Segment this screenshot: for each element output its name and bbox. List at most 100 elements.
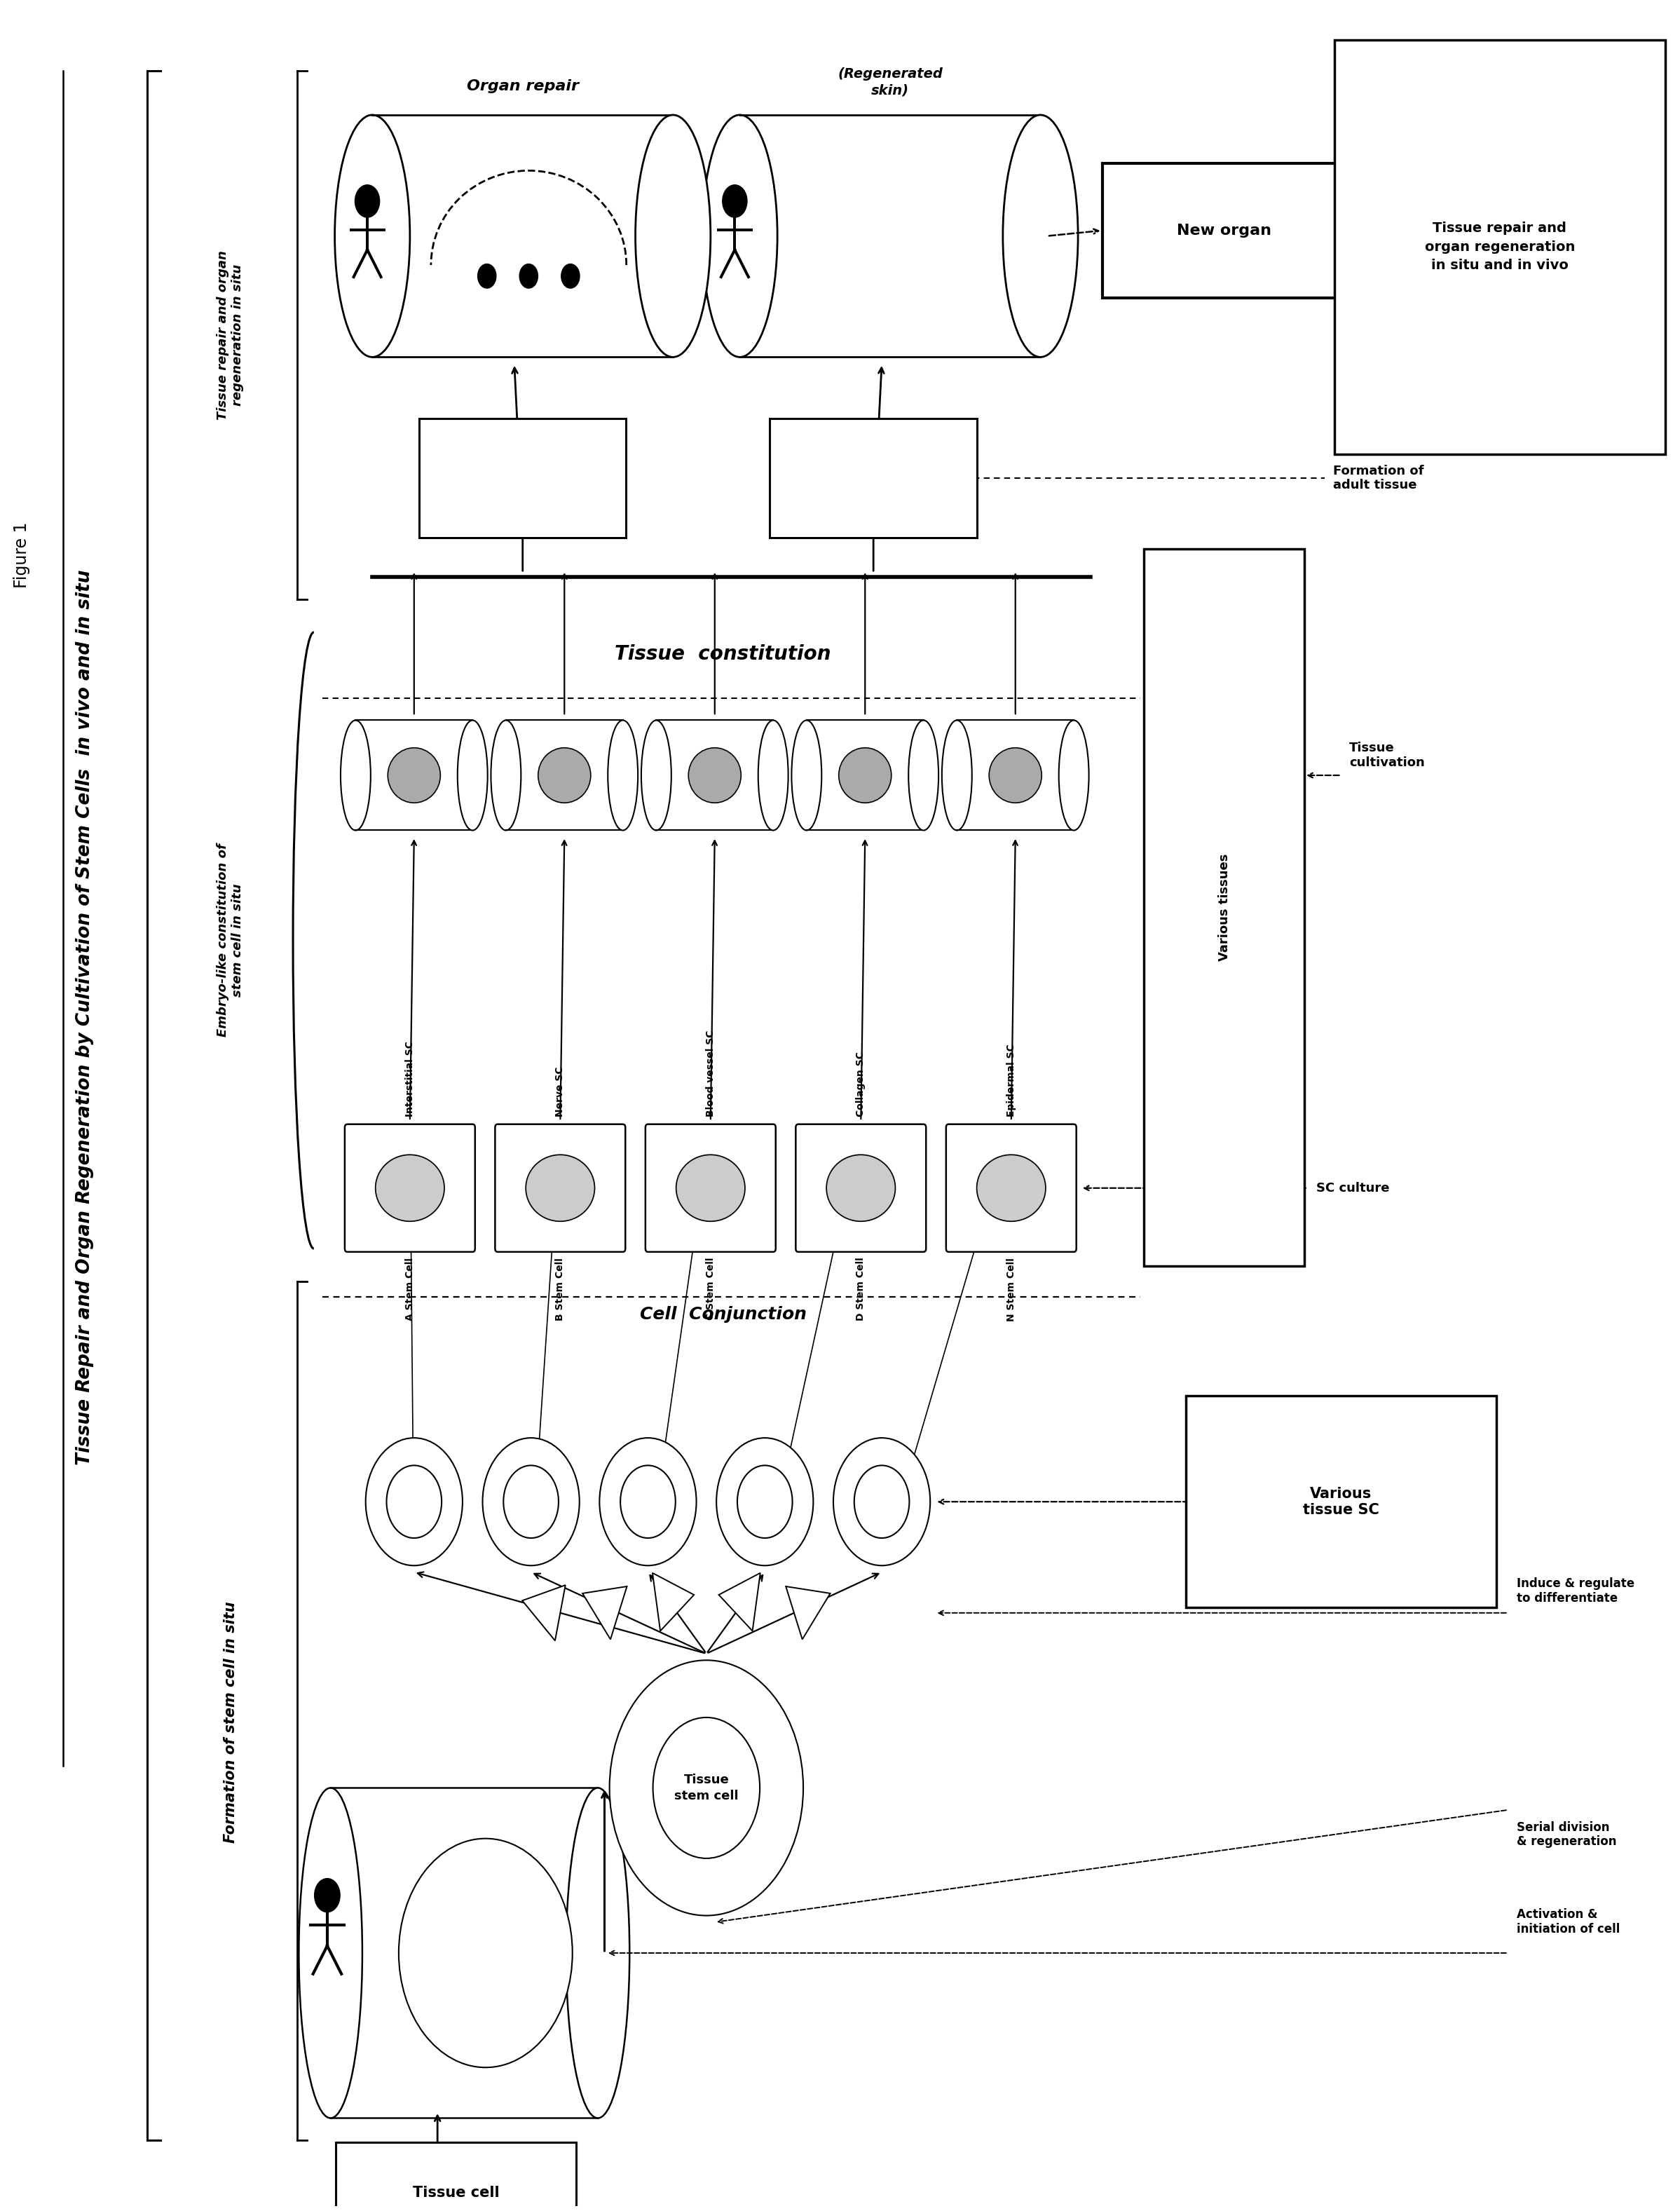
Polygon shape bbox=[657, 721, 773, 831]
Text: Collagen SC: Collagen SC bbox=[857, 1050, 865, 1117]
Circle shape bbox=[833, 1437, 931, 1565]
Text: (Regenerated
skin): (Regenerated skin) bbox=[838, 69, 942, 97]
FancyBboxPatch shape bbox=[946, 1123, 1077, 1251]
Ellipse shape bbox=[375, 1154, 444, 1220]
Ellipse shape bbox=[909, 721, 939, 831]
Ellipse shape bbox=[566, 1789, 630, 2118]
FancyBboxPatch shape bbox=[1334, 40, 1665, 453]
Polygon shape bbox=[739, 115, 1040, 356]
Ellipse shape bbox=[1003, 115, 1079, 356]
Circle shape bbox=[722, 186, 748, 217]
Text: Figure 1: Figure 1 bbox=[13, 522, 30, 588]
Circle shape bbox=[620, 1466, 675, 1539]
Circle shape bbox=[504, 1466, 558, 1539]
Text: Embryo-like constitution of
stem cell in situ: Embryo-like constitution of stem cell in… bbox=[217, 845, 244, 1037]
Text: Various tissues: Various tissues bbox=[1218, 853, 1230, 962]
Text: Induce & regulate
to differentiate: Induce & regulate to differentiate bbox=[1517, 1576, 1635, 1605]
Ellipse shape bbox=[675, 1154, 744, 1220]
Text: Tissue
stem cell: Tissue stem cell bbox=[674, 1773, 739, 1802]
Polygon shape bbox=[583, 1587, 627, 1638]
Ellipse shape bbox=[635, 115, 711, 356]
Circle shape bbox=[853, 1466, 909, 1539]
Circle shape bbox=[386, 1466, 442, 1539]
Text: Tissue
cultivation: Tissue cultivation bbox=[1349, 741, 1425, 769]
Polygon shape bbox=[356, 721, 472, 831]
Ellipse shape bbox=[827, 1154, 895, 1220]
Ellipse shape bbox=[388, 747, 440, 803]
Circle shape bbox=[561, 263, 580, 287]
Text: Tissue  constitution: Tissue constitution bbox=[615, 643, 832, 663]
Circle shape bbox=[398, 1840, 573, 2067]
Text: Formation of
adult tissue: Formation of adult tissue bbox=[1332, 464, 1423, 491]
Ellipse shape bbox=[791, 721, 822, 831]
Text: Tissue repair and organ
regeneration in situ: Tissue repair and organ regeneration in … bbox=[217, 250, 244, 420]
FancyBboxPatch shape bbox=[645, 1123, 776, 1251]
Ellipse shape bbox=[642, 721, 672, 831]
Text: SC culture: SC culture bbox=[1315, 1181, 1389, 1194]
FancyBboxPatch shape bbox=[1102, 164, 1346, 298]
FancyBboxPatch shape bbox=[418, 418, 627, 537]
Circle shape bbox=[610, 1660, 803, 1915]
FancyBboxPatch shape bbox=[1186, 1395, 1497, 1607]
Ellipse shape bbox=[758, 721, 788, 831]
Ellipse shape bbox=[942, 721, 973, 831]
Ellipse shape bbox=[702, 115, 778, 356]
Text: Cell  Conjunction: Cell Conjunction bbox=[640, 1307, 806, 1322]
Text: Tissue Repair and Organ Regeneration by Cultivation of Stem Cells  in vivo and i: Tissue Repair and Organ Regeneration by … bbox=[76, 570, 94, 1466]
Ellipse shape bbox=[838, 747, 892, 803]
Text: A Stem Cell: A Stem Cell bbox=[405, 1258, 415, 1320]
FancyBboxPatch shape bbox=[1144, 548, 1304, 1267]
FancyBboxPatch shape bbox=[796, 1123, 926, 1251]
Ellipse shape bbox=[608, 721, 638, 831]
Text: Organ repair: Organ repair bbox=[467, 80, 578, 93]
Ellipse shape bbox=[538, 747, 591, 803]
Polygon shape bbox=[652, 1572, 694, 1632]
Ellipse shape bbox=[299, 1789, 363, 2118]
Text: Serial division
& regeneration: Serial division & regeneration bbox=[1517, 1822, 1616, 1848]
Text: D Stem Cell: D Stem Cell bbox=[857, 1258, 865, 1320]
Ellipse shape bbox=[990, 747, 1042, 803]
Text: Activation &
initiation of cell: Activation & initiation of cell bbox=[1517, 1908, 1620, 1935]
Circle shape bbox=[519, 263, 538, 287]
Text: Blood vessel SC: Blood vessel SC bbox=[706, 1030, 716, 1117]
Circle shape bbox=[314, 1879, 339, 1913]
Polygon shape bbox=[506, 721, 623, 831]
Text: Formation of stem cell in situ: Formation of stem cell in situ bbox=[223, 1601, 237, 1842]
Circle shape bbox=[654, 1718, 759, 1857]
Ellipse shape bbox=[526, 1154, 595, 1220]
Circle shape bbox=[738, 1466, 793, 1539]
FancyBboxPatch shape bbox=[769, 418, 978, 537]
Ellipse shape bbox=[689, 747, 741, 803]
FancyBboxPatch shape bbox=[496, 1123, 625, 1251]
Ellipse shape bbox=[1058, 721, 1089, 831]
Text: N Stem Cell: N Stem Cell bbox=[1006, 1258, 1016, 1322]
Circle shape bbox=[482, 1437, 580, 1565]
Text: Tissue cell: Tissue cell bbox=[413, 2187, 499, 2200]
Ellipse shape bbox=[334, 115, 410, 356]
Polygon shape bbox=[786, 1587, 830, 1638]
Polygon shape bbox=[373, 115, 674, 356]
Text: Tissue repair and
organ regeneration
in situ and in vivo: Tissue repair and organ regeneration in … bbox=[1425, 221, 1574, 272]
Circle shape bbox=[477, 263, 496, 287]
Polygon shape bbox=[806, 721, 924, 831]
Circle shape bbox=[366, 1437, 462, 1565]
FancyBboxPatch shape bbox=[344, 1123, 475, 1251]
Polygon shape bbox=[331, 1789, 598, 2118]
FancyBboxPatch shape bbox=[336, 2142, 576, 2211]
Circle shape bbox=[600, 1437, 696, 1565]
Text: B Stem Cell: B Stem Cell bbox=[556, 1258, 564, 1320]
Circle shape bbox=[716, 1437, 813, 1565]
Ellipse shape bbox=[976, 1154, 1045, 1220]
Text: Nerve SC: Nerve SC bbox=[556, 1066, 564, 1117]
Text: New organ: New organ bbox=[1178, 223, 1272, 237]
Text: Various
tissue SC: Various tissue SC bbox=[1304, 1486, 1379, 1517]
Text: Epidermal SC: Epidermal SC bbox=[1006, 1044, 1016, 1117]
Text: Interstitial SC: Interstitial SC bbox=[405, 1041, 415, 1117]
Polygon shape bbox=[522, 1585, 566, 1641]
Polygon shape bbox=[719, 1572, 761, 1632]
Ellipse shape bbox=[457, 721, 487, 831]
Circle shape bbox=[354, 186, 380, 217]
Polygon shape bbox=[958, 721, 1074, 831]
Ellipse shape bbox=[341, 721, 371, 831]
Ellipse shape bbox=[491, 721, 521, 831]
